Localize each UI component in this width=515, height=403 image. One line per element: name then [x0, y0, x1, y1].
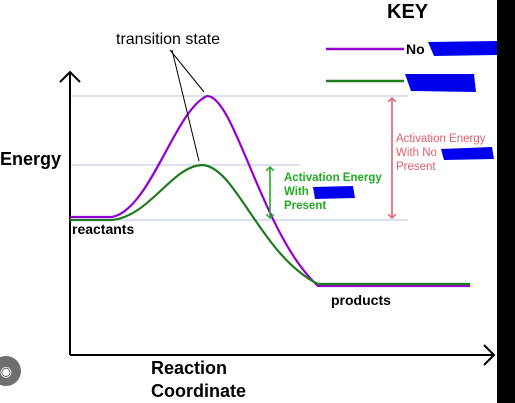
transition-pointer-line [171, 49, 200, 162]
activation-with-line2: With [284, 186, 309, 198]
energy-axis-label: Energy [0, 149, 62, 169]
x-axis-arrowhead [483, 344, 496, 366]
redaction-mark [313, 186, 355, 199]
transition-pointer-line [169, 49, 205, 93]
x-axis-label-line1: Reaction [151, 358, 228, 378]
redaction-mark [428, 41, 497, 56]
lens-icon[interactable]: ◉ [0, 356, 21, 386]
catalyzed-curve [70, 163, 470, 286]
key-title: KEY [387, 1, 429, 23]
activation-without-line1: Activation Energy [396, 133, 486, 145]
x-axis-label-line2: Coordinate [151, 381, 247, 401]
redaction-mark [405, 74, 476, 92]
redaction-mark [441, 147, 494, 160]
legend-label-no-catalyst: No [406, 41, 425, 57]
y-axis-arrowhead [59, 70, 81, 83]
reactants-label: reactants [72, 221, 135, 237]
activation-with-line1: Activation Energy [284, 172, 382, 184]
products-label: products [331, 292, 391, 308]
activation-without-line2: With No [396, 147, 437, 159]
transition-state-label: transition state [116, 31, 221, 48]
right-edge-band [497, 0, 515, 403]
uncatalyzed-curve [70, 94, 470, 288]
activation-with-line3: Present [284, 200, 327, 212]
activation-without-line3: Present [396, 161, 436, 173]
